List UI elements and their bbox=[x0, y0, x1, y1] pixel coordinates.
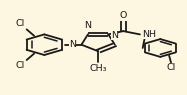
Text: N: N bbox=[111, 31, 118, 40]
Text: N: N bbox=[85, 21, 91, 30]
Text: N: N bbox=[69, 40, 76, 49]
Text: O: O bbox=[119, 11, 127, 20]
Text: Cl: Cl bbox=[16, 19, 25, 28]
Text: Cl: Cl bbox=[16, 61, 25, 70]
Text: NH: NH bbox=[142, 30, 156, 39]
Text: CH₃: CH₃ bbox=[89, 64, 107, 73]
Text: Cl: Cl bbox=[167, 63, 176, 72]
